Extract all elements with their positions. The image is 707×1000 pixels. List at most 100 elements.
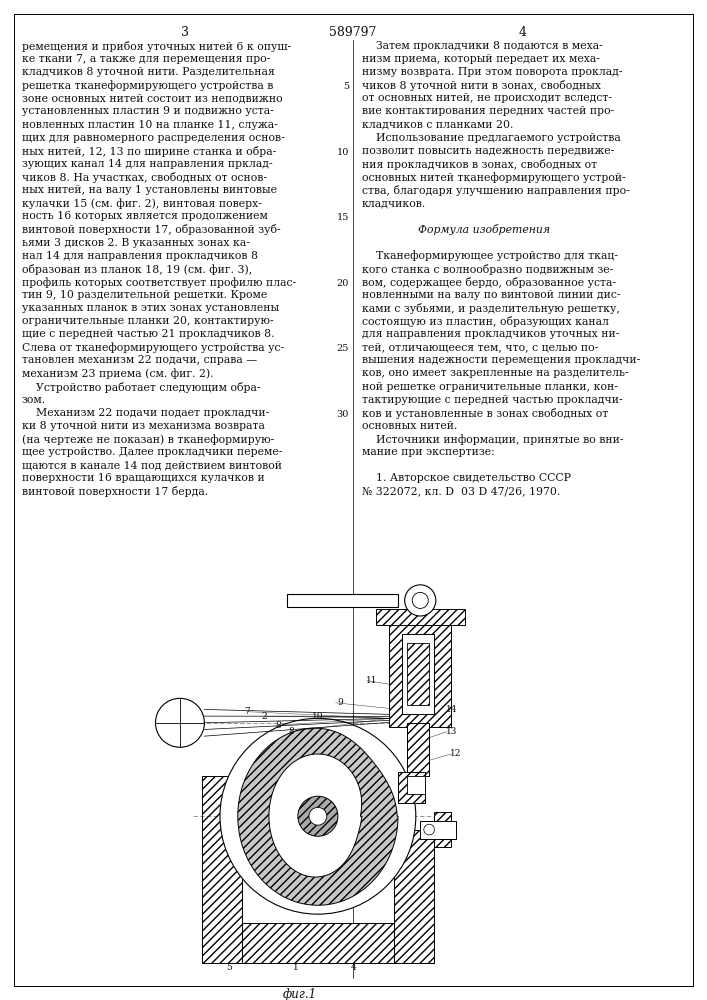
Text: Затем прокладчики 8 подаются в меха-: Затем прокладчики 8 подаются в меха- [362, 41, 603, 51]
Text: 15: 15 [337, 213, 349, 222]
Text: Источники информации, принятые во вни-: Источники информации, принятые во вни- [362, 434, 624, 445]
Text: для направления прокладчиков уточных ни-: для направления прокладчиков уточных ни- [362, 329, 619, 339]
Bar [202, 923, 433, 963]
Text: ремещения и прибоя уточных нитей 6 к опуш-: ремещения и прибоя уточных нитей 6 к опу… [22, 41, 291, 52]
Bar [398, 772, 425, 803]
Bar [202, 776, 243, 963]
Text: основных нитей тканеформирующего устрой-: основных нитей тканеформирующего устрой- [362, 172, 626, 183]
Text: 10: 10 [337, 148, 349, 157]
Text: установленных пластин 9 и подвижно уста-: установленных пластин 9 и подвижно уста- [22, 106, 274, 116]
Text: образован из планок 18, 19 (см. фиг. 3),: образован из планок 18, 19 (см. фиг. 3), [22, 264, 252, 275]
Text: чиков 8 уточной нити в зонах, свободных: чиков 8 уточной нити в зонах, свободных [362, 80, 601, 91]
Text: Тканеформирующее устройство для ткац-: Тканеформирующее устройство для ткац- [362, 251, 618, 261]
Text: щее устройство. Далее прокладчики переме-: щее устройство. Далее прокладчики переме… [22, 447, 282, 457]
Text: тей, отличающееся тем, что, с целью по-: тей, отличающееся тем, что, с целью по- [362, 342, 598, 352]
Text: 12: 12 [450, 749, 462, 758]
Bar [420, 821, 456, 838]
Text: Устройство работает следующим обра-: Устройство работает следующим обра- [22, 382, 260, 393]
Text: позволит повысить надежность передвиже-: позволит повысить надежность передвиже- [362, 146, 614, 156]
Text: механизм 23 приема (см. фиг. 2).: механизм 23 приема (см. фиг. 2). [22, 368, 214, 379]
Text: ков, оно имеет закрепленные на разделитель-: ков, оно имеет закрепленные на разделите… [362, 368, 629, 378]
Text: чиков 8. На участках, свободных от основ-: чиков 8. На участках, свободных от основ… [22, 172, 267, 183]
Circle shape [298, 796, 338, 836]
Text: от основных нитей, не происходит вследст-: от основных нитей, не происходит вследст… [362, 93, 612, 103]
Text: 14: 14 [445, 705, 457, 714]
Text: ность 16 которых является продолжением: ность 16 которых является продолжением [22, 211, 268, 221]
Text: мание при экспертизе:: мание при экспертизе: [362, 447, 495, 457]
Text: 2: 2 [262, 712, 267, 721]
Text: зоне основных нитей состоит из неподвижно: зоне основных нитей состоит из неподвижн… [22, 93, 283, 103]
Text: вие контактирования передних частей про-: вие контактирования передних частей про- [362, 106, 614, 116]
Text: ками с зубьями, и разделительную решетку,: ками с зубьями, и разделительную решетку… [362, 303, 620, 314]
Bar [375, 609, 464, 625]
Polygon shape [269, 754, 362, 877]
Bar [433, 812, 451, 847]
Text: 7: 7 [244, 707, 250, 716]
Text: вом, содержащее бердо, образованное уста-: вом, содержащее бердо, образованное уста… [362, 277, 616, 288]
Text: 8: 8 [275, 721, 281, 730]
Bar [389, 620, 451, 727]
Text: ных нитей, 12, 13 по ширине станка и обра-: ных нитей, 12, 13 по ширине станка и обр… [22, 146, 276, 157]
Text: 5: 5 [343, 82, 349, 91]
Circle shape [220, 718, 416, 914]
Text: тактирующие с передней частью прокладчи-: тактирующие с передней частью прокладчи- [362, 395, 623, 405]
Circle shape [156, 698, 204, 747]
Text: ных нитей, на валу 1 установлены винтовые: ных нитей, на валу 1 установлены винтовы… [22, 185, 277, 195]
Bar [407, 723, 429, 776]
Text: ства, благодаря улучшению направления про-: ства, благодаря улучшению направления пр… [362, 185, 630, 196]
Text: ограничительные планки 20, контактирую-: ограничительные планки 20, контактирую- [22, 316, 274, 326]
Text: ьями 3 дисков 2. В указанных зонах ка-: ьями 3 дисков 2. В указанных зонах ка- [22, 237, 250, 247]
Text: кладчиков с планками 20.: кладчиков с планками 20. [362, 120, 513, 130]
Text: 1. Авторское свидетельство СССР: 1. Авторское свидетельство СССР [362, 473, 571, 483]
Text: новленными на валу по винтовой линии дис-: новленными на валу по винтовой линии дис… [362, 290, 621, 300]
Circle shape [423, 824, 435, 835]
Text: Формула изобретения: Формула изобретения [362, 224, 550, 235]
Text: состоящую из пластин, образующих канал: состоящую из пластин, образующих канал [362, 316, 609, 327]
Text: основных нитей.: основных нитей. [362, 421, 457, 431]
Bar [407, 723, 429, 776]
Text: низм приема, который передает их меха-: низм приема, который передает их меха- [362, 54, 600, 64]
Text: 4: 4 [519, 26, 527, 39]
Text: ков и установленные в зонах свободных от: ков и установленные в зонах свободных от [362, 408, 608, 419]
Text: ки 8 уточной нити из механизма возврата: ки 8 уточной нити из механизма возврата [22, 421, 265, 431]
Text: (на чертеже не показан) в тканеформирую-: (на чертеже не показан) в тканеформирую- [22, 434, 274, 445]
Text: кладчиков 8 уточной нити. Разделительная: кладчиков 8 уточной нити. Разделительная [22, 67, 275, 77]
Bar [407, 643, 429, 705]
Text: 30: 30 [337, 410, 349, 419]
Text: 10: 10 [312, 712, 324, 721]
Text: поверхности 16 вращающихся кулачков и: поверхности 16 вращающихся кулачков и [22, 473, 264, 483]
Text: винтовой поверхности 17, образованной зуб-: винтовой поверхности 17, образованной зу… [22, 224, 281, 235]
Text: тановлен механизм 22 подачи, справа —: тановлен механизм 22 подачи, справа — [22, 355, 257, 365]
Text: ной решетке ограничительные планки, кон-: ной решетке ограничительные планки, кон- [362, 382, 618, 392]
Text: низму возврата. При этом поворота проклад-: низму возврата. При этом поворота прокла… [362, 67, 622, 77]
Text: Использование предлагаемого устройства: Использование предлагаемого устройства [362, 133, 621, 143]
Text: тин 9, 10 разделительной решетки. Кроме: тин 9, 10 разделительной решетки. Кроме [22, 290, 267, 300]
Polygon shape [238, 728, 398, 905]
Text: 13: 13 [445, 727, 457, 736]
Text: новленных пластин 10 на планке 11, служа-: новленных пластин 10 на планке 11, служа… [22, 120, 278, 130]
Text: кладчиков.: кладчиков. [362, 198, 426, 208]
Text: 9: 9 [337, 698, 343, 707]
Bar [407, 776, 425, 794]
Text: фиг.1: фиг.1 [283, 988, 317, 1000]
Text: 3: 3 [181, 26, 189, 39]
Bar [402, 634, 433, 714]
Text: 25: 25 [337, 344, 349, 353]
Text: 5: 5 [226, 963, 232, 972]
Text: 1: 1 [293, 963, 298, 972]
Text: 20: 20 [337, 279, 349, 288]
Text: щих для равномерного распределения основ-: щих для равномерного распределения основ… [22, 133, 285, 143]
Circle shape [404, 585, 436, 616]
Bar [287, 594, 398, 607]
Text: зом.: зом. [22, 395, 46, 405]
Text: щие с передней частью 21 прокладчиков 8.: щие с передней частью 21 прокладчиков 8. [22, 329, 274, 339]
Text: № 322072, кл. D  03 D 47/26, 1970.: № 322072, кл. D 03 D 47/26, 1970. [362, 486, 560, 496]
Text: 4: 4 [351, 963, 356, 972]
Text: кулачки 15 (см. фиг. 2), винтовая поверх-: кулачки 15 (см. фиг. 2), винтовая поверх… [22, 198, 262, 209]
Text: щаются в канале 14 под действием винтовой: щаются в канале 14 под действием винтово… [22, 460, 282, 470]
Text: 11: 11 [366, 676, 377, 685]
Text: указанных планок в этих зонах установлены: указанных планок в этих зонах установлен… [22, 303, 279, 313]
Text: 589797: 589797 [329, 26, 377, 39]
Text: кого станка с волнообразно подвижным зе-: кого станка с волнообразно подвижным зе- [362, 264, 613, 275]
Bar [394, 830, 433, 963]
